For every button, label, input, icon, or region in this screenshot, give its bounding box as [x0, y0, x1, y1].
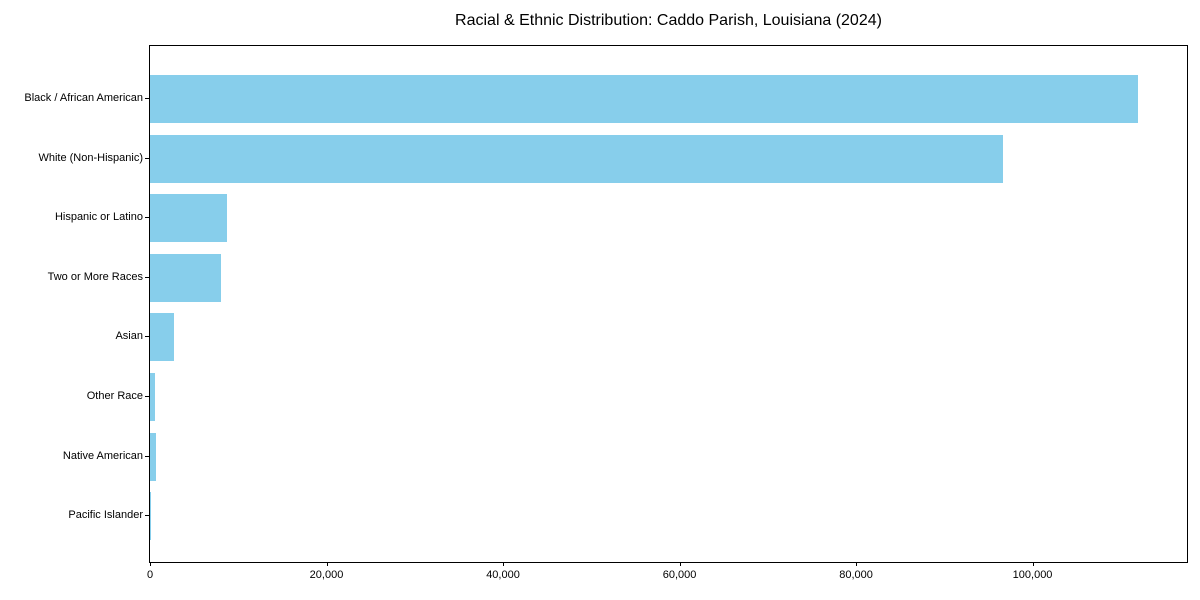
bar — [150, 75, 1138, 123]
y-tick — [145, 98, 149, 99]
x-tick-label: 60,000 — [662, 569, 697, 581]
x-tick-label: 100,000 — [1012, 569, 1053, 581]
category-label: Two or More Races — [47, 270, 143, 283]
category-label: Black / African American — [24, 92, 143, 104]
x-tick — [1032, 562, 1034, 566]
y-tick — [145, 396, 149, 397]
chart-title: Racial & Ethnic Distribution: Caddo Pari… — [455, 12, 882, 29]
x-tick-label: 0 — [146, 569, 154, 581]
x-tick — [856, 562, 858, 566]
bar — [150, 373, 155, 421]
y-tick — [145, 515, 149, 517]
x-tick — [503, 562, 505, 566]
x-tick — [150, 562, 151, 566]
y-tick — [145, 336, 149, 338]
x-tick-label: 40,000 — [486, 569, 520, 581]
y-tick — [145, 455, 149, 457]
x-tick — [326, 562, 328, 566]
bar — [150, 134, 1004, 183]
category-label: Other Race — [86, 390, 143, 402]
bar — [150, 313, 174, 362]
bar — [150, 194, 227, 243]
plot-area — [149, 45, 1188, 563]
bar — [150, 432, 156, 481]
x-tick — [679, 562, 681, 566]
category-label: Pacific Islander — [68, 509, 143, 522]
y-tick — [145, 276, 149, 278]
y-tick — [145, 217, 149, 219]
category-label: Asian — [115, 330, 143, 343]
category-label: Hispanic or Latino — [54, 211, 143, 224]
x-tick-label: 20,000 — [309, 569, 344, 581]
bar — [150, 253, 222, 302]
y-tick — [145, 157, 149, 159]
category-label: White (Non-Hispanic) — [38, 151, 143, 164]
category-label: Native American — [62, 449, 143, 462]
x-tick-label: 80,000 — [839, 569, 873, 581]
